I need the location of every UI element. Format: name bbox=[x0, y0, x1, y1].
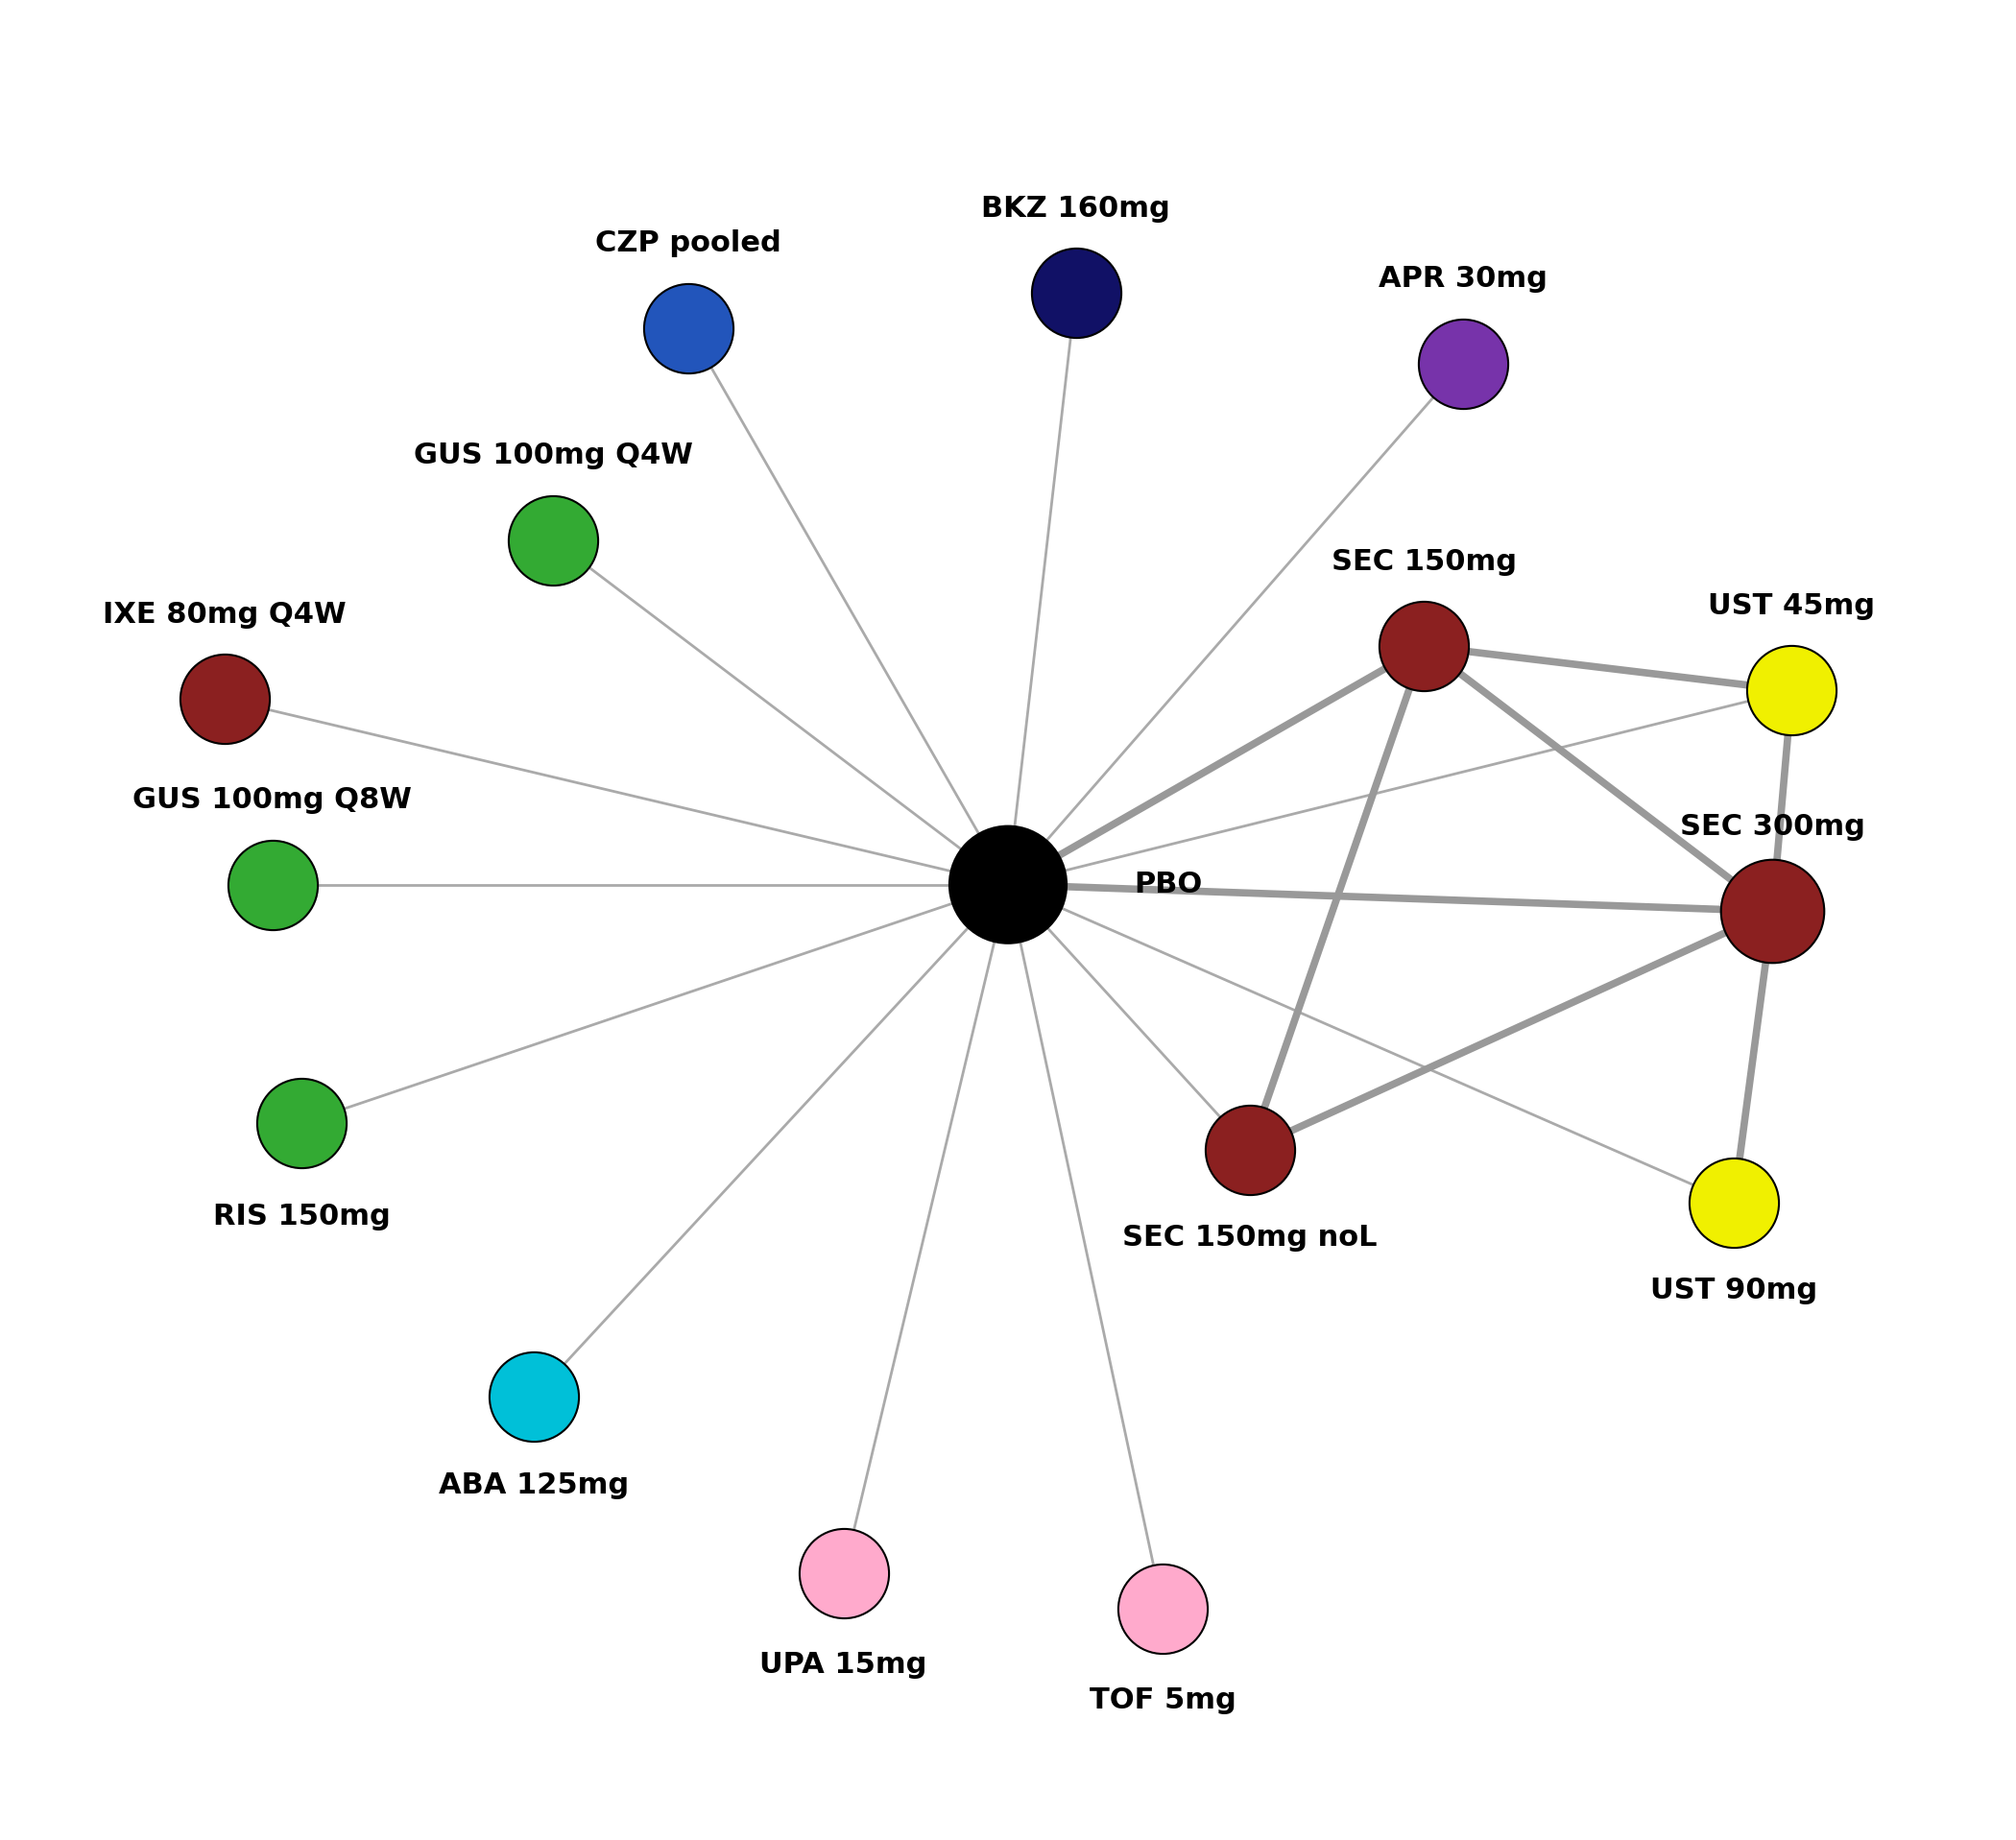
Point bbox=[518, 1382, 550, 1411]
Text: PBO: PBO bbox=[1133, 870, 1202, 898]
Point bbox=[1234, 1135, 1266, 1165]
Point bbox=[1060, 278, 1093, 307]
Point bbox=[827, 1558, 859, 1588]
Text: RIS 150mg: RIS 150mg bbox=[214, 1203, 391, 1231]
Point bbox=[1447, 350, 1480, 379]
Text: SEC 150mg: SEC 150mg bbox=[1331, 548, 1516, 576]
Text: GUS 100mg Q4W: GUS 100mg Q4W bbox=[413, 442, 694, 469]
Text: UST 90mg: UST 90mg bbox=[1651, 1277, 1816, 1305]
Text: APR 30mg: APR 30mg bbox=[1379, 265, 1546, 293]
Text: ABA 125mg: ABA 125mg bbox=[439, 1472, 629, 1500]
Text: GUS 100mg Q8W: GUS 100mg Q8W bbox=[133, 786, 411, 813]
Point bbox=[1776, 675, 1808, 705]
Point bbox=[1718, 1189, 1750, 1218]
Point bbox=[256, 870, 288, 900]
Text: CZP pooled: CZP pooled bbox=[595, 230, 782, 258]
Text: IXE 80mg Q4W: IXE 80mg Q4W bbox=[103, 600, 347, 629]
Text: UST 45mg: UST 45mg bbox=[1708, 592, 1875, 620]
Point bbox=[536, 526, 569, 556]
Text: TOF 5mg: TOF 5mg bbox=[1089, 1687, 1236, 1715]
Point bbox=[1756, 896, 1788, 926]
Text: BKZ 160mg: BKZ 160mg bbox=[982, 195, 1169, 223]
Text: SEC 300mg: SEC 300mg bbox=[1679, 813, 1865, 841]
Point bbox=[208, 684, 240, 714]
Text: UPA 15mg: UPA 15mg bbox=[760, 1650, 927, 1680]
Point bbox=[992, 870, 1024, 900]
Point bbox=[1147, 1593, 1179, 1623]
Point bbox=[1407, 631, 1439, 661]
Text: SEC 150mg noL: SEC 150mg noL bbox=[1123, 1224, 1377, 1251]
Point bbox=[286, 1108, 319, 1137]
Point bbox=[673, 313, 706, 342]
